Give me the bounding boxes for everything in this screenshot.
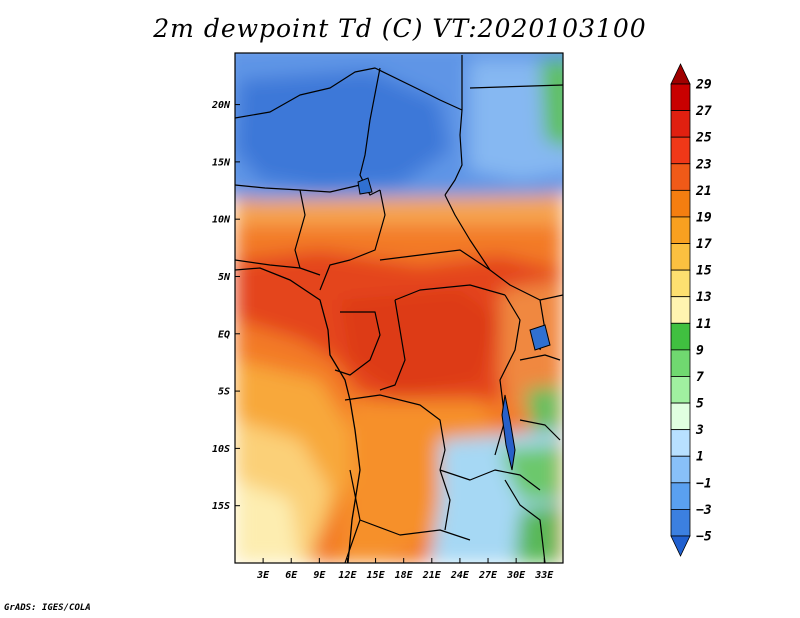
colorbar-swatch — [670, 402, 691, 431]
colorbar-swatch — [670, 455, 691, 484]
colorbar-label: 11 — [696, 317, 712, 332]
map-frame — [234, 52, 564, 564]
lat-tick-label: 10S — [212, 444, 230, 455]
longitude-axis: 3E 6E 9E 12E 15E 18E 21E 24E 27E 30E 33E — [256, 558, 554, 581]
lat-tick-label: 10N — [212, 215, 231, 226]
lon-tick-label: 27E — [478, 570, 498, 581]
colorbar-label: 7 — [696, 370, 704, 385]
colorbar-label: 5 — [696, 397, 704, 412]
lat-tick-label: 15S — [212, 501, 230, 512]
colorbar-label: 21 — [695, 184, 712, 199]
colorbar-swatch — [670, 136, 691, 165]
colorbar-label: 17 — [696, 237, 712, 252]
colorbar: 29 27 25 23 21 19 17 15 13 11 9 7 5 3 1 −1 −3 −5 — [670, 63, 712, 557]
lon-tick-label: 12E — [338, 570, 357, 581]
lon-tick-label: 24E — [450, 570, 470, 581]
colorbar-label: −3 — [696, 503, 712, 518]
colorbar-label: 1 — [696, 450, 704, 465]
lat-tick-label: 20N — [211, 100, 231, 111]
colorbar-swatch — [670, 429, 691, 457]
colorbar-swatch — [670, 535, 691, 557]
colorbar-swatch — [670, 189, 691, 218]
dewpoint-field — [235, 53, 563, 563]
lat-tick-label: 5N — [218, 272, 231, 283]
lon-tick-label: 18E — [395, 570, 414, 581]
colorbar-swatch — [670, 110, 691, 138]
lon-tick-label: 33E — [534, 570, 554, 581]
colorbar-swatch — [670, 296, 691, 324]
colorbar-swatch — [670, 243, 691, 271]
colorbar-swatch — [670, 83, 691, 111]
lon-tick-label: 6E — [285, 570, 298, 581]
colorbar-swatch — [670, 322, 691, 351]
colorbar-swatch — [670, 269, 691, 298]
colorbar-swatch — [670, 63, 691, 85]
latitude-axis: 20N 15N 10N 5N EQ 5S 10S 15S — [211, 100, 240, 512]
colorbar-label: 3 — [695, 423, 704, 438]
colorbar-swatch — [670, 509, 691, 537]
grads-credit: GrADS: IGES/COLA — [4, 603, 91, 613]
colorbar-swatch — [670, 163, 691, 191]
colorbar-swatch — [670, 216, 691, 244]
lat-tick-label: 15N — [212, 157, 231, 168]
lon-tick-label: 15E — [367, 570, 386, 581]
colorbar-swatch — [670, 349, 691, 377]
colorbar-label: 13 — [696, 290, 712, 305]
lon-tick-label: 21E — [422, 570, 442, 581]
lon-tick-label: 3E — [256, 570, 270, 581]
lat-tick-label: EQ — [218, 329, 230, 340]
chart-title: 2m dewpoint Td (C) VT:2020103100 — [153, 14, 647, 43]
colorbar-label: 23 — [695, 157, 712, 172]
lon-tick-label: 9E — [313, 570, 326, 581]
lon-tick-label: 30E — [506, 570, 526, 581]
colorbar-label: 25 — [695, 131, 712, 146]
colorbar-label: −1 — [696, 476, 712, 491]
colorbar-swatch — [670, 482, 691, 510]
colorbar-label: 9 — [696, 343, 704, 358]
colorbar-label: 29 — [695, 78, 712, 93]
colorbar-label: 27 — [695, 104, 712, 119]
colorbar-label: 19 — [696, 210, 712, 225]
colorbar-label: 15 — [696, 264, 712, 279]
colorbar-swatch — [670, 376, 691, 404]
lat-tick-label: 5S — [218, 387, 230, 398]
colorbar-label: −5 — [696, 530, 712, 545]
